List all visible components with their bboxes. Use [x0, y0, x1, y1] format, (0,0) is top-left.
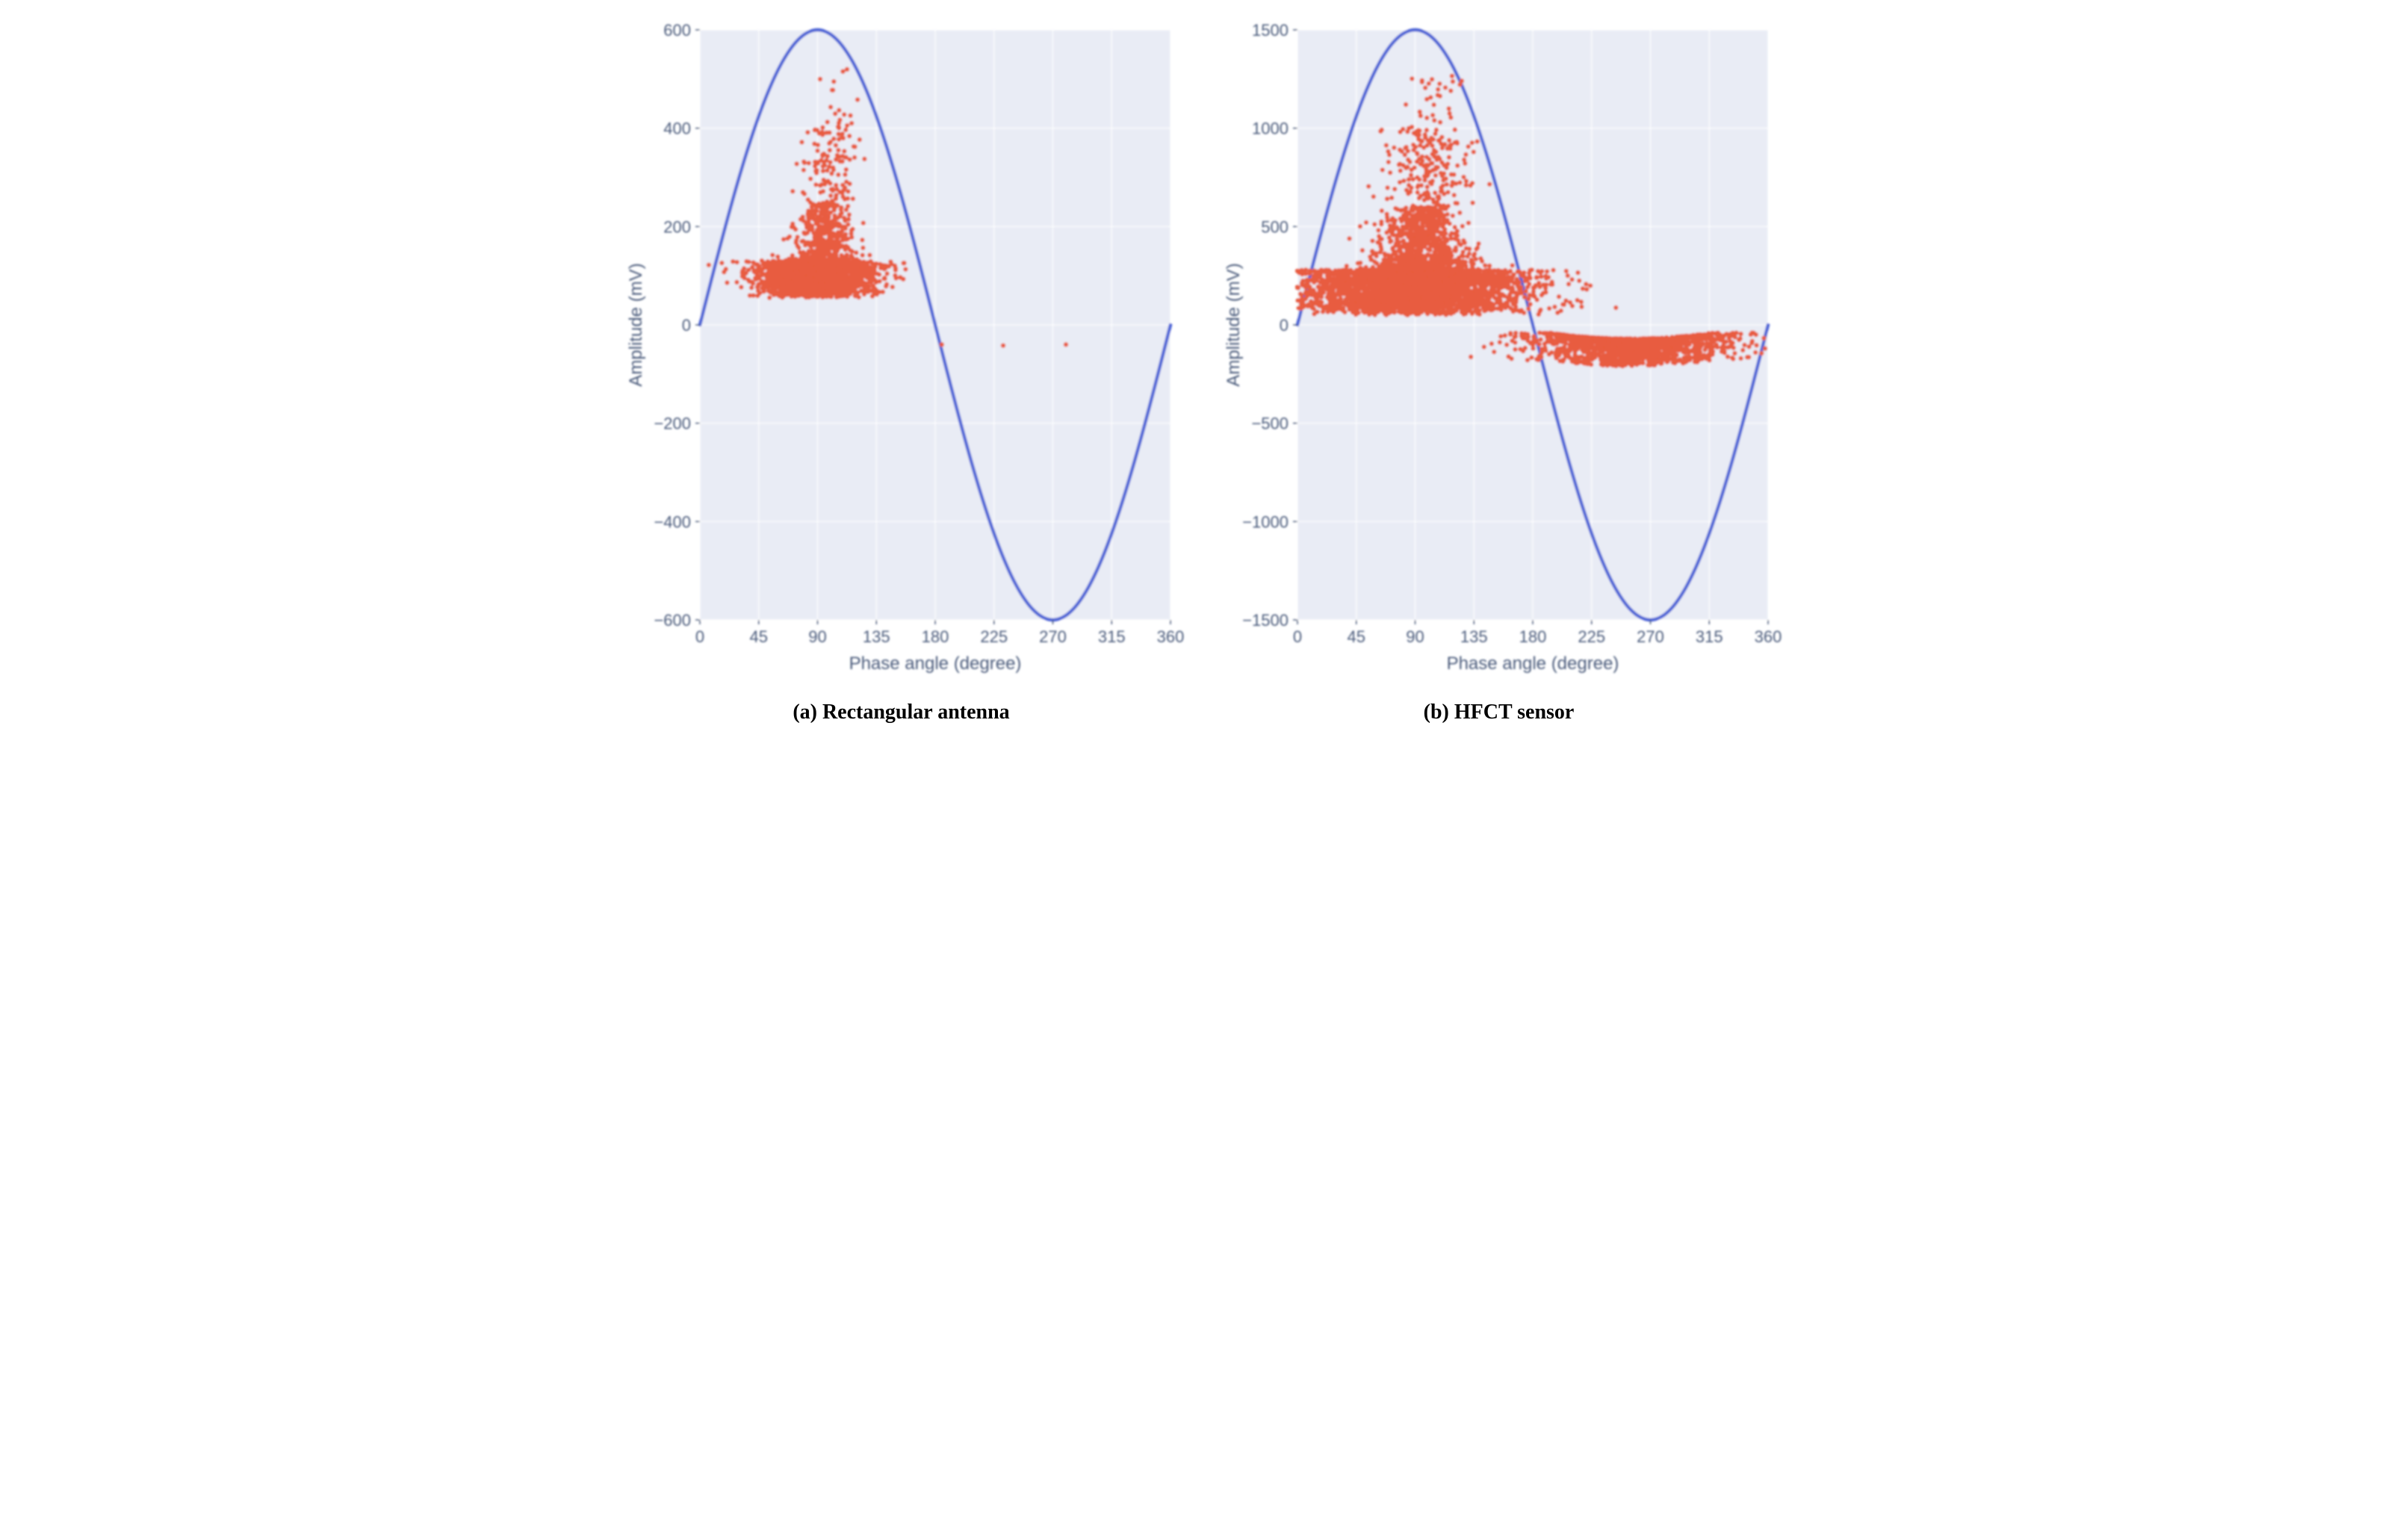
caption-a: (a) Rectangular antenna	[793, 701, 1009, 724]
svg-text:Amplitude (mV): Amplitude (mV)	[626, 263, 646, 386]
svg-text:225: 225	[980, 627, 1008, 646]
svg-text:−600: −600	[654, 611, 691, 630]
chart-b-svg: 04590135180225270315360−1500−1000−500050…	[1215, 15, 1783, 687]
svg-text:400: 400	[663, 119, 691, 138]
chart-a-wrap: 0 45 90 135 180 225 270 315 360 −600 −400 −200 0 200 4…	[618, 15, 1185, 687]
svg-text:200: 200	[663, 217, 691, 236]
panel-a: 0 45 90 135 180 225 270 315 360 −600 −400 −200 0 200 4…	[618, 15, 1185, 724]
svg-text:90: 90	[808, 627, 826, 646]
svg-text:270: 270	[1039, 627, 1067, 646]
svg-text:600: 600	[663, 21, 691, 40]
svg-text:Phase angle (degree): Phase angle (degree)	[849, 653, 1021, 674]
svg-text:180: 180	[921, 627, 949, 646]
svg-text:0: 0	[695, 627, 704, 646]
panel-b: 04590135180225270315360−1500−1000−500050…	[1215, 15, 1783, 724]
svg-text:135: 135	[862, 627, 890, 646]
caption-b: (b) HFCT sensor	[1424, 701, 1575, 724]
svg-text:360: 360	[1156, 627, 1184, 646]
figure-container: 0 45 90 135 180 225 270 315 360 −600 −400 −200 0 200 4…	[15, 15, 2385, 724]
chart-b-wrap: 04590135180225270315360−1500−1000−500050…	[1215, 15, 1783, 687]
chart-a-svg: 0 45 90 135 180 225 270 315 360 −600 −400 −200 0 200 4…	[618, 15, 1185, 687]
svg-text:0: 0	[681, 316, 690, 335]
svg-text:−200: −200	[654, 415, 691, 433]
svg-text:−400: −400	[654, 512, 691, 531]
svg-text:45: 45	[749, 627, 767, 646]
svg-text:315: 315	[1097, 627, 1125, 646]
